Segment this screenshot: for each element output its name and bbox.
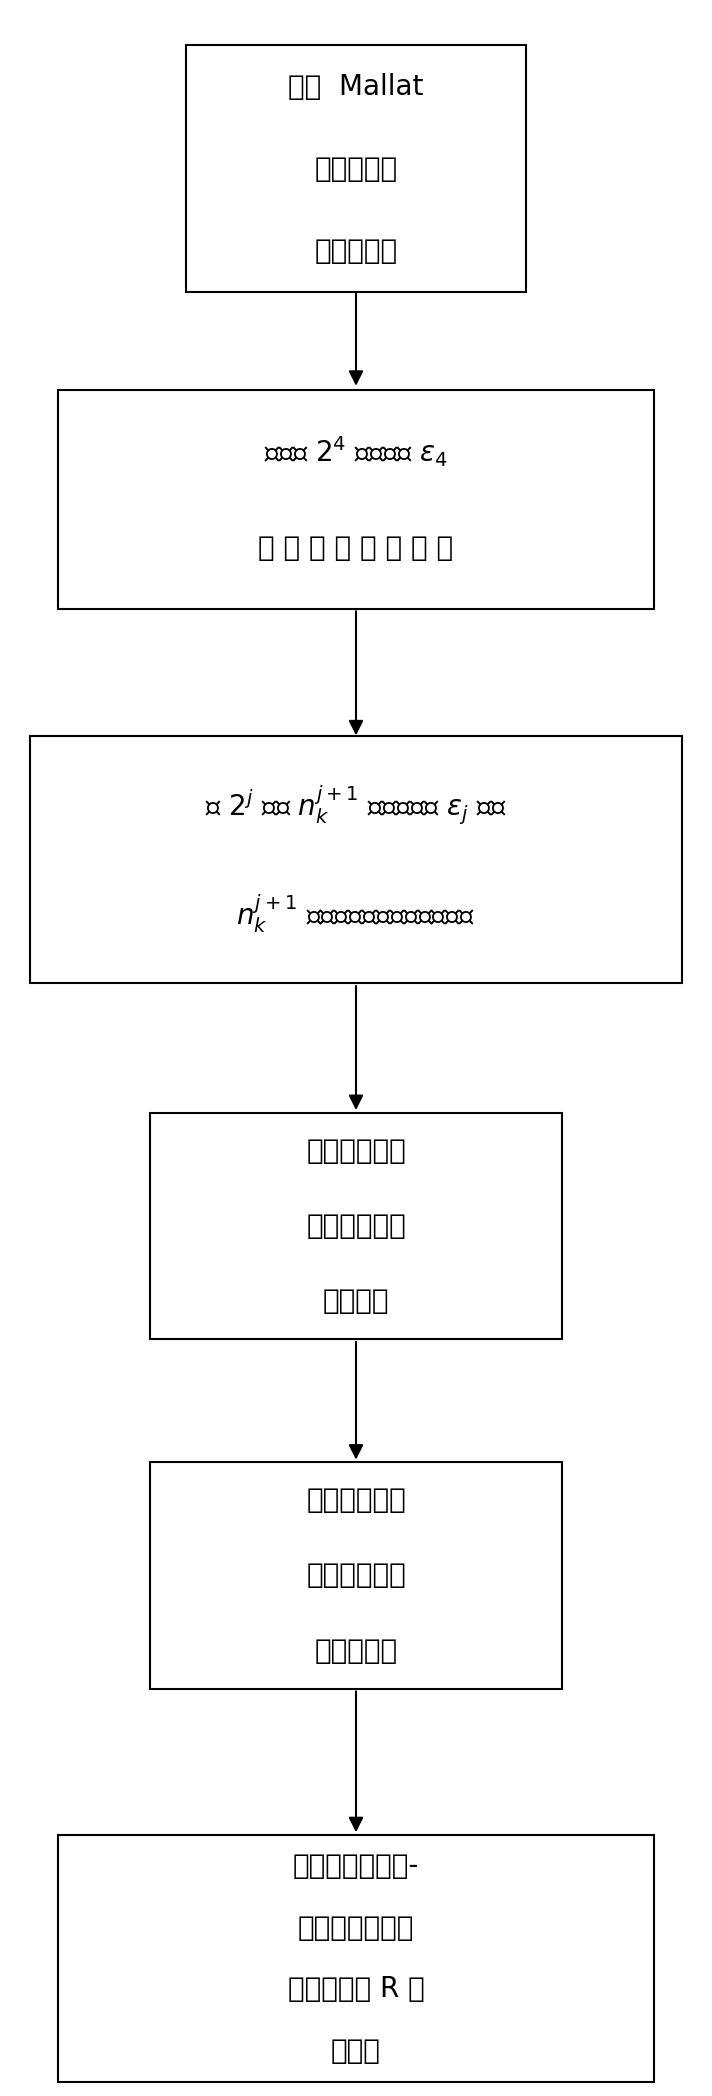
- Text: 声或干扰: 声或干扰: [323, 1287, 389, 1316]
- Text: 负极小値对的过: 负极小値对的过: [298, 1914, 414, 1941]
- Text: 检测模正极大値-: 检测模正极大値-: [293, 1853, 419, 1880]
- FancyBboxPatch shape: [58, 1836, 654, 2081]
- Text: 模极大値列: 模极大値列: [315, 1637, 397, 1664]
- Text: $n_k^{j+1}$ 处小波变换同符号的模极大: $n_k^{j+1}$ 处小波变换同符号的模极大: [236, 893, 476, 935]
- Text: 奇异性去除噪: 奇异性去除噪: [306, 1211, 406, 1241]
- FancyBboxPatch shape: [30, 736, 682, 983]
- FancyBboxPatch shape: [150, 1463, 562, 1689]
- Text: 零点即得到 R 波: 零点即得到 R 波: [288, 1974, 424, 2004]
- FancyBboxPatch shape: [186, 46, 526, 291]
- Text: 删除孤立模极: 删除孤立模极: [306, 1486, 406, 1513]
- Text: 大値列和多余: 大値列和多余: [306, 1562, 406, 1589]
- Text: 峰値点: 峰値点: [331, 2037, 381, 2065]
- FancyBboxPatch shape: [58, 390, 654, 610]
- Text: 在 $2^j$ 上找 $n_k^{j+1}$ 邻域内大于 $\varepsilon_j$ 且与: 在 $2^j$ 上找 $n_k^{j+1}$ 邻域内大于 $\varepsilo…: [205, 784, 507, 826]
- Text: 级小波变换: 级小波变换: [315, 237, 397, 266]
- Text: 算法进行多: 算法进行多: [315, 155, 397, 182]
- Text: 的 模 极 大 値 点 得 到: 的 模 极 大 値 点 得 到: [258, 534, 454, 562]
- FancyBboxPatch shape: [150, 1113, 562, 1339]
- Text: 在尺度 $2^4$ 上找大于 $\varepsilon_4$: 在尺度 $2^4$ 上找大于 $\varepsilon_4$: [264, 434, 448, 470]
- Text: 计算极値点的: 计算极値点的: [306, 1136, 406, 1165]
- Text: 采用  Mallat: 采用 Mallat: [288, 73, 424, 101]
